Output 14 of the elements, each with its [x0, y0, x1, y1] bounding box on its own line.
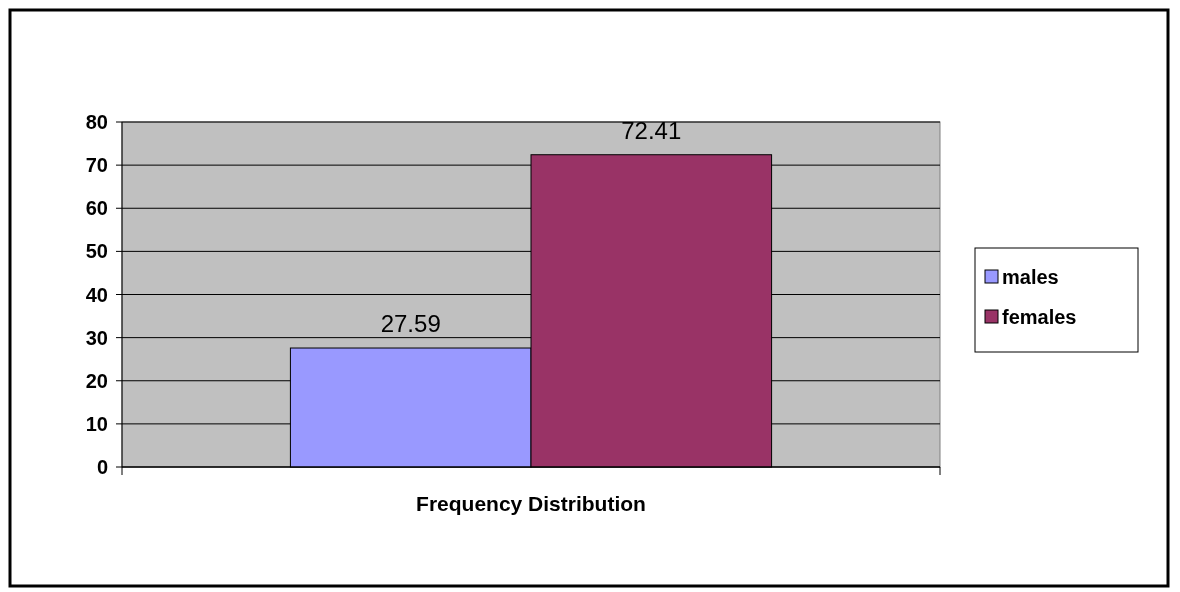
y-tick-label: 30: [85, 326, 108, 349]
y-tick-label: 70: [85, 154, 108, 177]
y-tick-label: 10: [85, 412, 108, 435]
data-label: 27.59: [380, 310, 441, 338]
legend-label: females: [1002, 306, 1077, 328]
data-label: 72.41: [621, 116, 682, 144]
y-tick-label: 40: [85, 283, 108, 306]
legend-label: males: [1002, 266, 1059, 288]
y-tick-label: 20: [85, 369, 108, 392]
y-tick-label: 80: [85, 111, 108, 133]
y-tick-label: 50: [85, 240, 108, 263]
y-tick-label: 60: [85, 197, 108, 220]
y-tick-label: 0: [96, 456, 108, 478]
x-tick-label: Frequency Distribution: [416, 492, 646, 515]
